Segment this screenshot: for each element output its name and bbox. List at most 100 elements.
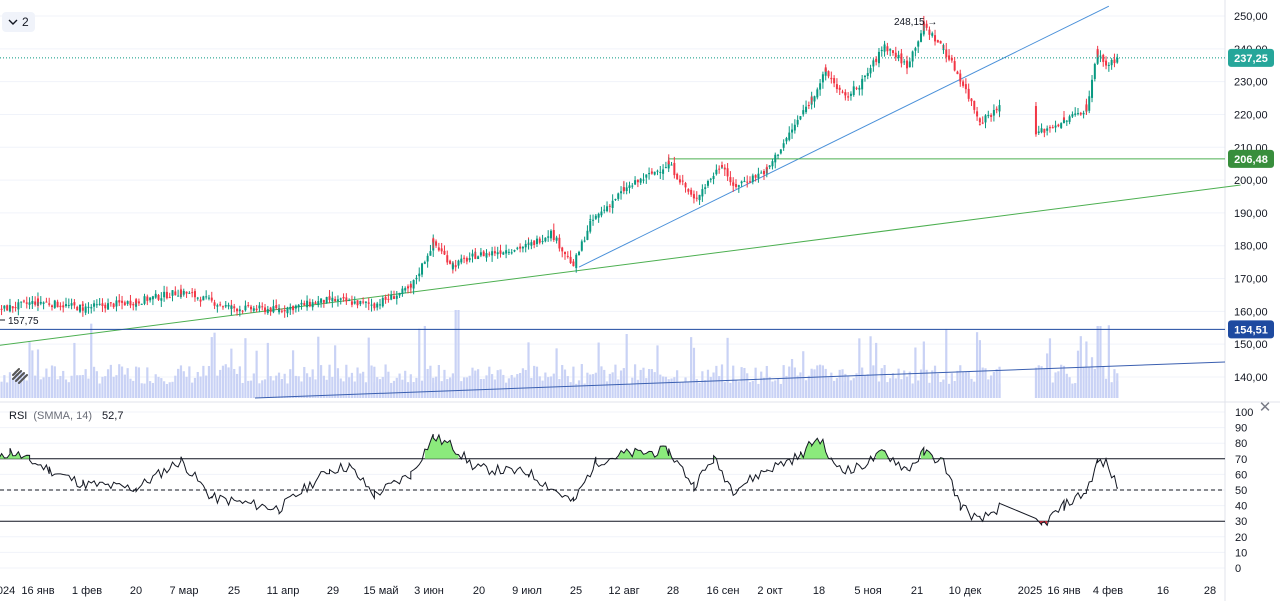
volume-bar <box>196 371 199 398</box>
volume-bar <box>322 375 325 398</box>
candle-down <box>928 29 931 35</box>
volume-bar <box>303 366 306 398</box>
rsi-axis-label: 40 <box>1235 501 1247 513</box>
volume-bar <box>129 378 132 398</box>
volume-bar <box>533 365 536 398</box>
candle-up <box>143 296 146 304</box>
volume-bar <box>440 381 443 398</box>
volume-bar <box>6 382 9 398</box>
volume-bar <box>718 376 721 398</box>
candle-down <box>721 165 723 168</box>
volume-bar <box>73 342 76 398</box>
volume-bar <box>917 380 920 398</box>
candle-down <box>233 306 236 309</box>
volume-bar <box>572 366 575 398</box>
rsi-legend[interactable]: RSI (SMMA, 14) 52,7 <box>9 410 123 422</box>
candle-down <box>392 296 395 299</box>
volume-bar <box>869 336 872 398</box>
volume-bar <box>275 375 278 398</box>
candle-down <box>564 251 566 255</box>
candle-down <box>81 307 84 311</box>
rsi-axis-label: 10 <box>1235 547 1247 559</box>
volume-bar <box>468 375 471 398</box>
volume-bar <box>942 380 945 398</box>
volume-bar <box>255 350 258 398</box>
volume-bar <box>283 373 286 398</box>
volume-bar <box>98 383 101 398</box>
candle-up <box>1040 128 1043 133</box>
volume-bar <box>844 373 847 398</box>
candle-down <box>807 105 810 107</box>
candle-up <box>160 298 163 301</box>
candle-down <box>667 160 670 165</box>
close-icon[interactable]: ✕ <box>1258 399 1272 416</box>
candle-up <box>614 199 617 201</box>
candle-up <box>376 303 379 308</box>
volume-bar <box>563 369 567 398</box>
candle-down <box>45 301 48 303</box>
candle-down <box>726 168 729 177</box>
volume-bar <box>664 376 667 398</box>
candle-down <box>132 304 135 306</box>
time-axis-label: 5 ноя <box>854 585 881 597</box>
price-axis-label: 230,00 <box>1234 77 1268 89</box>
volume-bar <box>401 379 404 398</box>
layout-toggle-button[interactable]: 2 <box>2 12 35 32</box>
volume-bar <box>838 369 841 398</box>
volume-bar <box>933 365 937 398</box>
candle-up <box>1071 114 1074 117</box>
candle-up <box>1099 55 1102 57</box>
volume-bar <box>50 365 54 398</box>
candle-down <box>1034 106 1037 135</box>
candle-up <box>79 304 81 312</box>
volume-bar <box>956 370 959 398</box>
candle-down <box>891 50 894 53</box>
candle-down <box>746 181 749 183</box>
volume-bar <box>830 372 833 398</box>
volume-bar <box>387 371 390 398</box>
volume-bar <box>446 379 449 398</box>
candle-up <box>779 149 782 154</box>
candle-down <box>959 78 962 82</box>
candle-up <box>325 297 328 304</box>
volume-bar <box>990 375 993 398</box>
volume-bar <box>448 377 452 398</box>
volume-bar <box>667 381 670 398</box>
candle-up <box>541 241 544 243</box>
blue-level-label: 154,51 <box>1228 320 1274 339</box>
volume-bar <box>891 373 895 398</box>
volume-bar <box>219 369 222 398</box>
volume-bar <box>120 366 124 398</box>
candle-down <box>334 299 337 302</box>
candle-up <box>70 303 73 306</box>
volume-bar <box>597 342 600 398</box>
volume-bar <box>704 380 707 398</box>
candle-down <box>695 197 698 199</box>
volume-bar <box>3 375 6 398</box>
volume-bar <box>353 381 356 398</box>
candle-up <box>866 73 869 76</box>
candle-down <box>219 304 222 306</box>
candle-up <box>95 304 98 306</box>
volume-bar <box>34 375 37 398</box>
candle-down <box>37 298 39 303</box>
candle-up <box>507 251 510 253</box>
volume-bar <box>950 373 953 398</box>
volume-bar <box>289 369 292 398</box>
tradingview-logo-icon <box>10 362 32 384</box>
volume-bar <box>135 366 138 398</box>
candle-down <box>1085 104 1088 111</box>
volume-bar <box>359 373 362 398</box>
volume-bar <box>841 369 844 398</box>
candle-up <box>67 304 70 306</box>
volume-bar <box>726 337 729 398</box>
volume-bar <box>897 368 900 398</box>
volume-bar <box>1099 326 1102 398</box>
candle-down <box>519 246 522 249</box>
volume-bar <box>418 328 421 398</box>
candle-up <box>421 263 424 275</box>
rsi-axis-label: 20 <box>1235 532 1247 544</box>
candle-down <box>1063 117 1065 120</box>
candle-down <box>165 291 168 299</box>
